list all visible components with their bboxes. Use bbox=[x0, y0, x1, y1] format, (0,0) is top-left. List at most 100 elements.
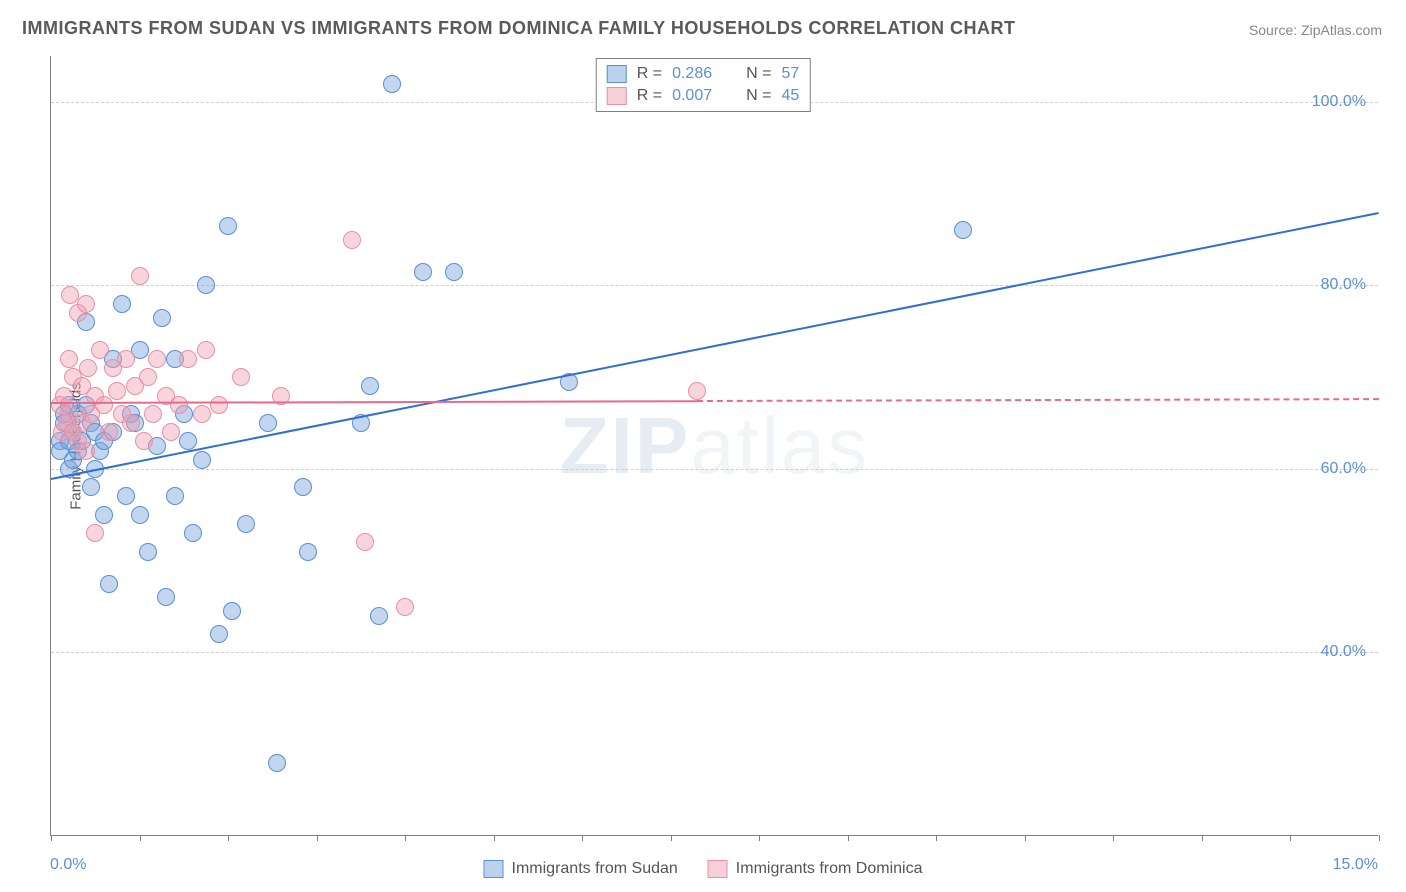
source-label: Source: ZipAtlas.com bbox=[1249, 22, 1382, 38]
regression-line bbox=[697, 398, 1379, 402]
data-point bbox=[223, 602, 241, 620]
data-point bbox=[131, 506, 149, 524]
data-point bbox=[82, 478, 100, 496]
data-point bbox=[77, 442, 95, 460]
legend-n-label: N = bbox=[746, 87, 771, 105]
data-point bbox=[179, 432, 197, 450]
data-point bbox=[95, 506, 113, 524]
data-point bbox=[343, 231, 361, 249]
legend-swatch bbox=[607, 87, 627, 105]
legend-r-value: 0.286 bbox=[672, 65, 712, 83]
x-tick bbox=[936, 835, 937, 841]
legend-n-label: N = bbox=[746, 65, 771, 83]
legend-row: R = 0.007 N = 45 bbox=[607, 85, 800, 107]
x-tick bbox=[1202, 835, 1203, 841]
data-point bbox=[396, 598, 414, 616]
x-tick bbox=[1290, 835, 1291, 841]
legend-label: Immigrants from Dominica bbox=[736, 860, 923, 878]
data-point bbox=[210, 396, 228, 414]
data-point bbox=[144, 405, 162, 423]
legend-row: R =0.286N =57 bbox=[607, 63, 800, 85]
data-point bbox=[356, 533, 374, 551]
data-point bbox=[193, 451, 211, 469]
regression-line bbox=[51, 212, 1379, 480]
y-tick-label: 40.0% bbox=[1321, 643, 1366, 661]
data-point bbox=[153, 309, 171, 327]
x-tick-left: 0.0% bbox=[50, 856, 86, 874]
x-tick bbox=[140, 835, 141, 841]
legend-r-value: 0.007 bbox=[672, 87, 712, 105]
data-point bbox=[237, 515, 255, 533]
data-point bbox=[232, 368, 250, 386]
grid-line bbox=[51, 469, 1378, 470]
data-point bbox=[170, 396, 188, 414]
data-point bbox=[414, 263, 432, 281]
data-point bbox=[113, 295, 131, 313]
legend-swatch bbox=[607, 65, 627, 83]
data-point bbox=[445, 263, 463, 281]
data-point bbox=[95, 396, 113, 414]
data-point bbox=[131, 267, 149, 285]
chart-title: IMMIGRANTS FROM SUDAN VS IMMIGRANTS FROM… bbox=[22, 18, 1016, 39]
x-tick bbox=[1025, 835, 1026, 841]
data-point bbox=[77, 295, 95, 313]
x-tick bbox=[228, 835, 229, 841]
data-point bbox=[954, 221, 972, 239]
data-point bbox=[86, 524, 104, 542]
data-point bbox=[166, 487, 184, 505]
data-point bbox=[197, 276, 215, 294]
x-tick bbox=[317, 835, 318, 841]
data-point bbox=[299, 543, 317, 561]
y-tick-label: 100.0% bbox=[1312, 93, 1366, 111]
legend-n-value: 57 bbox=[781, 65, 799, 83]
data-point bbox=[184, 524, 202, 542]
data-point bbox=[91, 341, 109, 359]
data-point bbox=[361, 377, 379, 395]
data-point bbox=[162, 423, 180, 441]
x-tick bbox=[405, 835, 406, 841]
data-point bbox=[193, 405, 211, 423]
legend-r-label: R = bbox=[637, 87, 662, 105]
data-point bbox=[210, 625, 228, 643]
data-point bbox=[148, 350, 166, 368]
legend-n-value: 45 bbox=[781, 87, 799, 105]
x-tick bbox=[582, 835, 583, 841]
grid-line bbox=[51, 652, 1378, 653]
data-point bbox=[100, 575, 118, 593]
watermark: ZIPatlas bbox=[560, 400, 869, 492]
grid-line bbox=[51, 285, 1378, 286]
x-tick bbox=[848, 835, 849, 841]
x-tick bbox=[51, 835, 52, 841]
legend-swatch bbox=[708, 860, 728, 878]
legend-swatch bbox=[484, 860, 504, 878]
data-point bbox=[117, 350, 135, 368]
data-point bbox=[79, 359, 97, 377]
data-point bbox=[122, 414, 140, 432]
data-point bbox=[135, 432, 153, 450]
data-point bbox=[157, 588, 175, 606]
data-point bbox=[219, 217, 237, 235]
data-point bbox=[688, 382, 706, 400]
data-point bbox=[117, 487, 135, 505]
x-tick bbox=[1379, 835, 1380, 841]
plot-area: ZIPatlas 40.0% 60.0% 80.0% 100.0% bbox=[50, 56, 1378, 836]
data-point bbox=[259, 414, 277, 432]
legend-item: Immigrants from Dominica bbox=[708, 860, 923, 878]
correlation-legend: R = 0.286 N = 57 R = 0.007 N = 45 bbox=[596, 58, 811, 112]
data-point bbox=[139, 543, 157, 561]
data-point bbox=[139, 368, 157, 386]
y-tick-label: 60.0% bbox=[1321, 460, 1366, 478]
data-point bbox=[108, 382, 126, 400]
data-point bbox=[268, 754, 286, 772]
x-tick bbox=[1113, 835, 1114, 841]
data-point bbox=[370, 607, 388, 625]
series-legend: Immigrants from Sudan Immigrants from Dom… bbox=[484, 860, 923, 878]
regression-line bbox=[51, 400, 697, 404]
data-point bbox=[179, 350, 197, 368]
legend-item: Immigrants from Sudan bbox=[484, 860, 678, 878]
y-tick-label: 80.0% bbox=[1321, 276, 1366, 294]
x-tick bbox=[759, 835, 760, 841]
legend-label: Immigrants from Sudan bbox=[512, 860, 678, 878]
data-point bbox=[197, 341, 215, 359]
x-tick bbox=[671, 835, 672, 841]
